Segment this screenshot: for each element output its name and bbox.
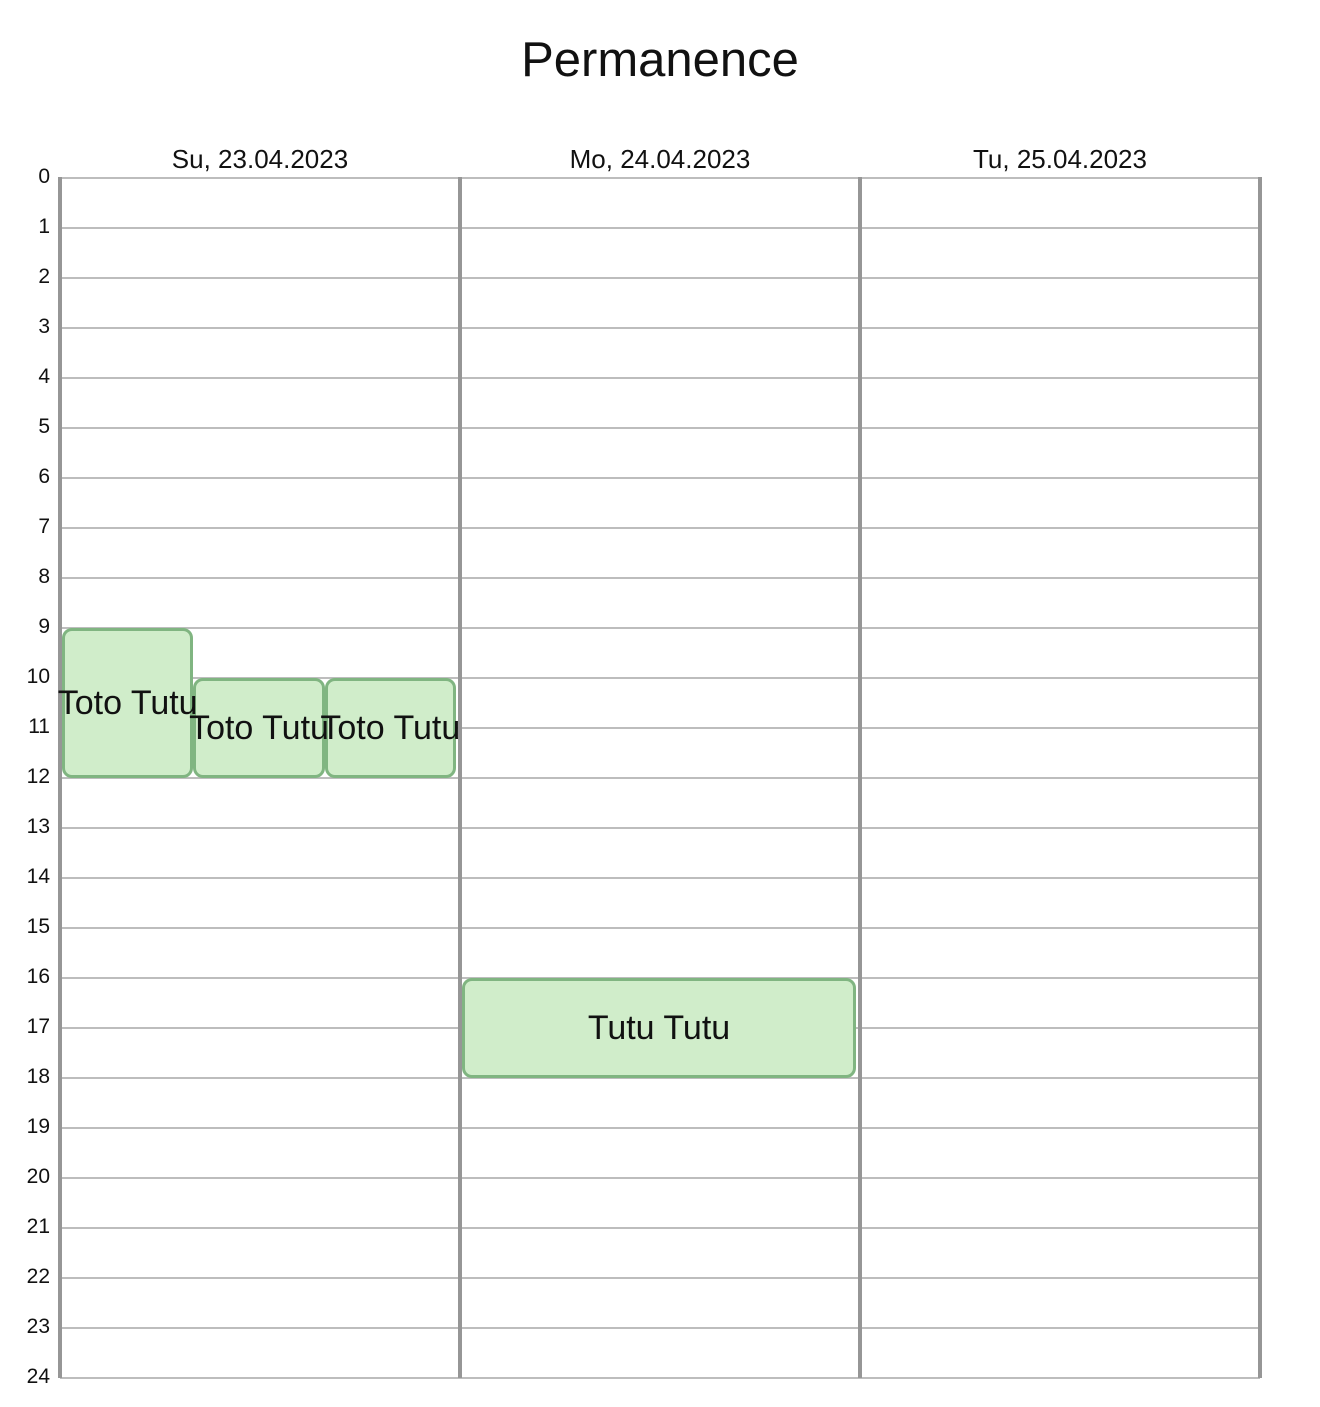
hour-gridline	[60, 1327, 1260, 1329]
hour-label: 3	[38, 315, 50, 338]
hour-label: 13	[26, 815, 50, 838]
hour-label: 21	[26, 1215, 50, 1238]
hour-label: 0	[38, 165, 50, 188]
hour-gridline	[60, 1277, 1260, 1279]
hour-gridline	[60, 577, 1260, 579]
hour-label: 9	[38, 615, 50, 638]
hour-gridline	[60, 477, 1260, 479]
day-header-1: Su, 23.04.2023	[171, 144, 349, 174]
hour-label: 11	[28, 715, 50, 738]
event-label: Toto Tutu	[320, 709, 461, 747]
day-header-2: Mo, 24.04.2023	[569, 144, 751, 174]
hour-gridline	[60, 877, 1260, 879]
hour-label: 23	[26, 1315, 50, 1338]
page-title: Permanence	[521, 33, 799, 87]
hour-gridline	[60, 277, 1260, 279]
hour-gridline	[60, 727, 1260, 729]
hour-label: 7	[38, 515, 50, 538]
hour-gridline	[60, 777, 1260, 779]
hour-label: 6	[38, 465, 50, 488]
hour-label: 2	[38, 265, 50, 288]
hour-gridline	[60, 1077, 1260, 1079]
hour-label: 5	[38, 415, 50, 438]
hour-label: 20	[26, 1165, 50, 1188]
day-header-3: Tu, 25.04.2023	[973, 144, 1147, 174]
hour-gridline	[60, 1127, 1260, 1129]
hour-label: 15	[26, 915, 50, 938]
hour-label: 4	[38, 365, 50, 388]
hour-gridline	[60, 1377, 1260, 1379]
event-block[interactable]	[193, 678, 325, 778]
hour-gridline	[60, 527, 1260, 529]
event-block[interactable]	[62, 628, 194, 778]
hour-gridline	[60, 927, 1260, 929]
hour-label: 24	[26, 1365, 50, 1388]
hour-label: 1	[38, 215, 50, 238]
hour-label: 8	[38, 565, 50, 588]
hour-gridline	[60, 227, 1260, 229]
hour-gridline	[60, 1227, 1260, 1229]
day-divider	[1258, 177, 1262, 1378]
hour-gridline	[60, 377, 1260, 379]
hour-gridline	[60, 427, 1260, 429]
hour-gridline	[60, 1177, 1260, 1179]
event-label: Toto Tutu	[189, 709, 329, 747]
event-label: Tutu Tutu	[587, 1009, 731, 1047]
day-divider	[458, 177, 462, 1378]
hour-gridline	[60, 677, 1260, 679]
hour-label: 14	[26, 865, 50, 888]
hour-label: 17	[26, 1015, 50, 1038]
hour-label: 22	[26, 1265, 50, 1288]
day-divider	[858, 177, 862, 1378]
hour-label: 18	[26, 1065, 50, 1088]
hour-label: 16	[26, 965, 50, 988]
hour-label: 12	[26, 765, 50, 788]
hour-label: 10	[26, 665, 50, 688]
day-divider	[58, 177, 62, 1378]
event-label: Toto Tutu	[57, 684, 198, 722]
hour-gridline	[60, 177, 1260, 179]
hour-gridline	[60, 327, 1260, 329]
hour-label: 19	[26, 1115, 50, 1138]
event-block[interactable]	[324, 678, 456, 778]
hour-gridline	[60, 827, 1260, 829]
event-block[interactable]	[462, 978, 856, 1078]
hour-gridline	[60, 627, 1260, 629]
